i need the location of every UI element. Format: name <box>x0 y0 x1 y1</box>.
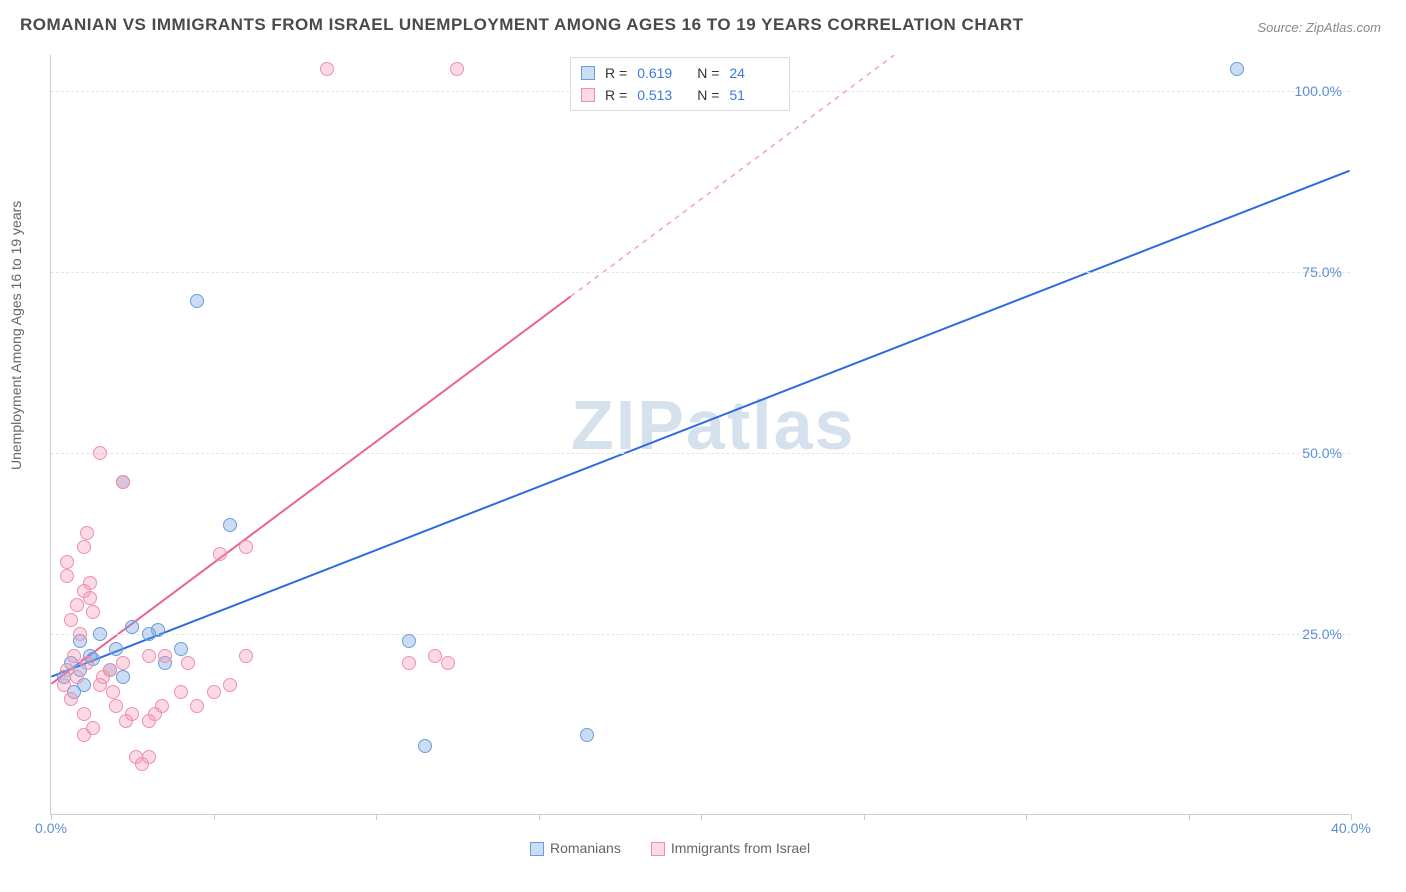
data-point <box>190 699 204 713</box>
r-value: 0.513 <box>637 84 687 106</box>
data-point <box>441 656 455 670</box>
source-attribution: Source: ZipAtlas.com <box>1257 20 1381 35</box>
data-point <box>125 620 139 634</box>
data-point <box>207 685 221 699</box>
x-tick-mark <box>214 814 215 820</box>
correlation-legend-row: R = 0.513 N = 51 <box>581 84 779 106</box>
data-point <box>60 555 74 569</box>
data-point <box>223 518 237 532</box>
legend-swatch <box>581 66 595 80</box>
x-tick-label: 40.0% <box>1331 820 1371 836</box>
data-point <box>320 62 334 76</box>
data-point <box>67 649 81 663</box>
y-axis-label: Unemployment Among Ages 16 to 19 years <box>8 201 24 470</box>
data-point <box>57 678 71 692</box>
data-point <box>174 642 188 656</box>
data-point <box>93 627 107 641</box>
x-tick-mark <box>1026 814 1027 820</box>
legend-swatch <box>530 842 544 856</box>
data-point <box>402 634 416 648</box>
data-point <box>103 663 117 677</box>
y-tick-label: 25.0% <box>1302 626 1342 642</box>
series-legend-label: Immigrants from Israel <box>671 840 810 856</box>
data-point <box>73 627 87 641</box>
legend-swatch <box>581 88 595 102</box>
data-point <box>77 540 91 554</box>
x-tick-mark <box>701 814 702 820</box>
series-legend-label: Romanians <box>550 840 621 856</box>
data-point <box>80 526 94 540</box>
data-point <box>402 656 416 670</box>
data-point <box>64 692 78 706</box>
legend-swatch <box>651 842 665 856</box>
r-label: R = <box>605 62 627 84</box>
data-point <box>450 62 464 76</box>
data-point <box>116 475 130 489</box>
data-point <box>106 685 120 699</box>
data-point <box>70 598 84 612</box>
x-tick-label: 0.0% <box>35 820 67 836</box>
data-point <box>80 656 94 670</box>
series-legend-item: Romanians <box>530 840 621 856</box>
data-point <box>142 649 156 663</box>
series-legend-item: Immigrants from Israel <box>651 840 810 856</box>
y-tick-label: 75.0% <box>1302 264 1342 280</box>
plot-area: ZIPatlas 25.0%50.0%75.0%100.0%0.0%40.0% <box>50 55 1350 815</box>
data-point <box>155 699 169 713</box>
gridline-h <box>51 272 1350 273</box>
chart-title: ROMANIAN VS IMMIGRANTS FROM ISRAEL UNEMP… <box>20 15 1024 35</box>
data-point <box>116 670 130 684</box>
data-point <box>70 670 84 684</box>
gridline-h <box>51 453 1350 454</box>
correlation-legend-row: R = 0.619 N = 24 <box>581 62 779 84</box>
data-point <box>428 649 442 663</box>
data-point <box>580 728 594 742</box>
data-point <box>418 739 432 753</box>
data-point <box>125 707 139 721</box>
data-point <box>86 605 100 619</box>
data-point <box>86 721 100 735</box>
data-point <box>239 649 253 663</box>
n-value: 51 <box>729 84 779 106</box>
data-point <box>109 699 123 713</box>
series-legend: Romanians Immigrants from Israel <box>530 840 810 856</box>
n-label: N = <box>697 62 719 84</box>
correlation-legend: R = 0.619 N = 24 R = 0.513 N = 51 <box>570 57 790 111</box>
data-point <box>116 656 130 670</box>
data-point <box>181 656 195 670</box>
y-tick-label: 100.0% <box>1295 83 1342 99</box>
data-point <box>60 569 74 583</box>
n-value: 24 <box>729 62 779 84</box>
gridline-h <box>51 634 1350 635</box>
data-point <box>77 584 91 598</box>
data-point <box>1230 62 1244 76</box>
data-point <box>223 678 237 692</box>
data-point <box>190 294 204 308</box>
data-point <box>77 707 91 721</box>
data-point <box>213 547 227 561</box>
data-point <box>239 540 253 554</box>
x-tick-mark <box>864 814 865 820</box>
trend-lines <box>51 55 1350 814</box>
data-point <box>109 642 123 656</box>
chart-container: ROMANIAN VS IMMIGRANTS FROM ISRAEL UNEMP… <box>0 0 1406 892</box>
x-tick-mark <box>376 814 377 820</box>
x-tick-mark <box>539 814 540 820</box>
data-point <box>151 623 165 637</box>
data-point <box>174 685 188 699</box>
data-point <box>158 649 172 663</box>
data-point <box>93 446 107 460</box>
x-tick-mark <box>1189 814 1190 820</box>
data-point <box>142 750 156 764</box>
y-tick-label: 50.0% <box>1302 445 1342 461</box>
r-label: R = <box>605 84 627 106</box>
r-value: 0.619 <box>637 62 687 84</box>
data-point <box>64 613 78 627</box>
n-label: N = <box>697 84 719 106</box>
